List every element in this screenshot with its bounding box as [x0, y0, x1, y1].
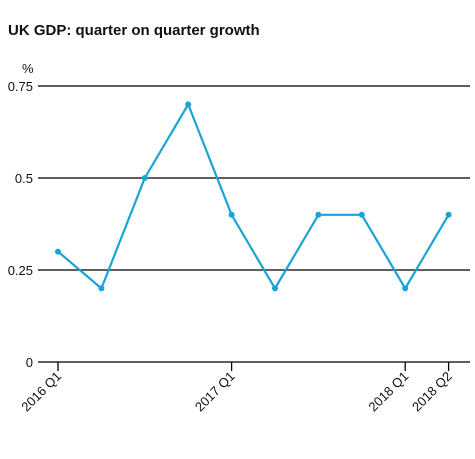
- data-point: [445, 211, 452, 218]
- y-tick-label: 0.75: [8, 79, 33, 94]
- data-point: [228, 211, 235, 218]
- data-point: [141, 175, 148, 181]
- data-point: [315, 211, 322, 218]
- data-points: [55, 101, 452, 292]
- chart-title: UK GDP: quarter on quarter growth: [8, 22, 260, 39]
- data-point: [358, 211, 365, 218]
- gridlines: [38, 85, 470, 271]
- data-point: [55, 248, 61, 255]
- x-tick-label: 2018 Q2: [409, 369, 455, 415]
- data-point: [272, 285, 278, 292]
- data-point: [98, 285, 105, 292]
- x-tick-label: 2016 Q1: [18, 369, 64, 415]
- x-tick-label: 2018 Q1: [365, 369, 411, 415]
- data-point: [402, 285, 409, 292]
- series-lines: [57, 101, 450, 291]
- series-line: [57, 101, 450, 291]
- data-point: [185, 101, 192, 108]
- y-axis-label: %: [22, 61, 34, 76]
- x-tick-label: 2017 Q1: [192, 369, 238, 415]
- y-tick-label: 0.5: [15, 171, 33, 186]
- y-tick-label: 0: [26, 355, 33, 370]
- y-tick-labels: 0 0.25 0.5 0.75: [8, 79, 33, 370]
- y-tick-label: 0.25: [8, 263, 33, 278]
